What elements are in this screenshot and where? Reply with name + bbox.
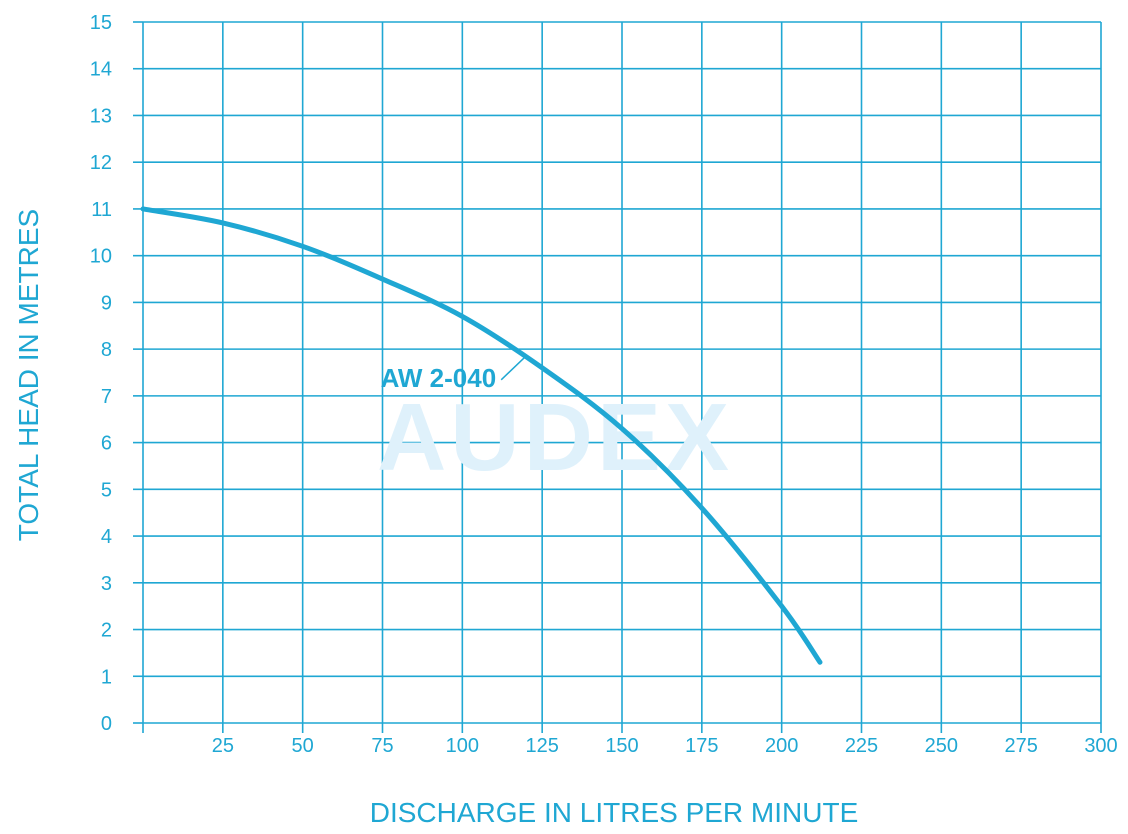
series-label: AW 2-040 [381, 363, 497, 393]
y-tick-label: 1 [101, 666, 112, 688]
series-line [140, 206, 823, 665]
x-tick-label: 300 [1084, 735, 1117, 757]
y-tick-label: 14 [90, 59, 112, 81]
y-tick-label: 7 [101, 386, 112, 408]
x-tick-label: 200 [765, 735, 798, 757]
watermark: AUDEX [377, 384, 733, 491]
y-tick-label: 15 [90, 12, 112, 34]
y-tick-label: 0 [101, 713, 112, 735]
y-tick-label: 11 [91, 199, 112, 221]
x-tick-label: 175 [685, 735, 718, 757]
y-tick-label: 4 [101, 526, 112, 548]
x-tick-label: 275 [1004, 735, 1037, 757]
x-axis-ticks: 25 50 75 100 125 150 175 200 225 250 275 300 [212, 735, 1118, 757]
grid [133, 21, 1102, 733]
series-group [140, 206, 823, 665]
x-tick-label: 125 [525, 735, 558, 757]
y-tick-label: 12 [90, 152, 112, 174]
x-tick-label: 75 [371, 735, 393, 757]
y-tick-label: 9 [101, 292, 112, 314]
annotations: AW 2-040 [381, 357, 525, 393]
x-tick-label: 250 [925, 735, 958, 757]
x-tick-label: 225 [845, 735, 878, 757]
y-axis-title: TOTAL HEAD IN METRES [13, 209, 44, 541]
x-tick-label: 100 [446, 735, 479, 757]
y-tick-label: 5 [101, 479, 112, 501]
annotation-leader [500, 357, 525, 381]
x-tick-label: 150 [605, 735, 638, 757]
x-axis-title: DISCHARGE IN LITRES PER MINUTE [370, 797, 859, 828]
y-tick-label: 2 [101, 620, 112, 642]
x-tick-label: 50 [292, 735, 314, 757]
y-tick-label: 3 [101, 573, 112, 595]
x-tick-label: 25 [212, 735, 234, 757]
y-tick-label: 6 [101, 433, 112, 455]
y-tick-label: 8 [101, 339, 112, 361]
y-tick-label: 13 [90, 105, 112, 127]
y-tick-label: 10 [90, 246, 112, 268]
